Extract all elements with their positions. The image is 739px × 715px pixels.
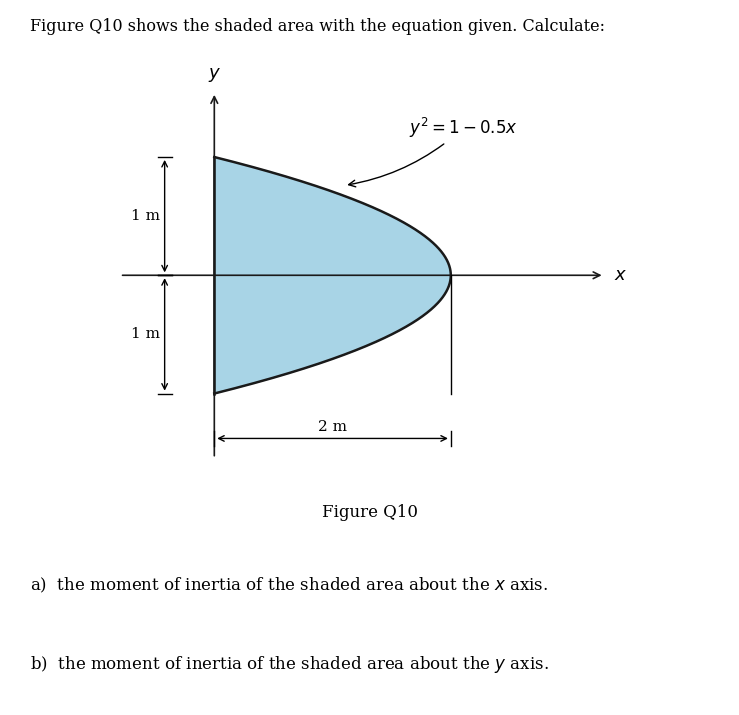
Text: b)  the moment of inertia of the shaded area about the $y$ axis.: b) the moment of inertia of the shaded a… — [30, 654, 548, 675]
Text: Figure Q10: Figure Q10 — [321, 504, 418, 521]
Text: 1 m: 1 m — [131, 209, 160, 223]
Text: $y$: $y$ — [208, 66, 221, 84]
Polygon shape — [214, 157, 451, 393]
Text: $y^2 = 1 - 0.5x$: $y^2 = 1 - 0.5x$ — [349, 115, 518, 187]
Text: Figure Q10 shows the shaded area with the equation given. Calculate:: Figure Q10 shows the shaded area with th… — [30, 18, 605, 35]
Text: 2 m: 2 m — [318, 420, 347, 434]
Text: $x$: $x$ — [614, 266, 627, 285]
Text: 1 m: 1 m — [131, 327, 160, 341]
Text: a)  the moment of inertia of the shaded area about the $x$ axis.: a) the moment of inertia of the shaded a… — [30, 576, 548, 595]
